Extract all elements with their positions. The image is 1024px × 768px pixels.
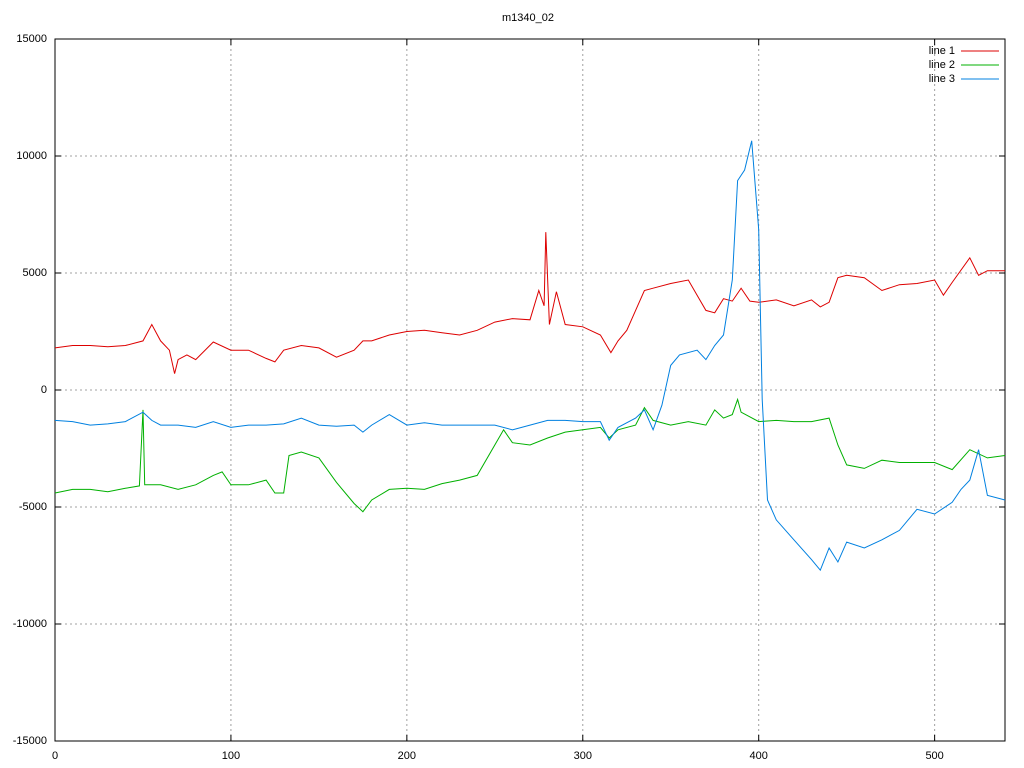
y-tick-label: 5000 [23,267,47,279]
x-tick-label: 0 [52,750,58,762]
y-tick-label: -5000 [19,501,47,513]
plot-border [54,38,1006,742]
y-tick-label: -15000 [13,735,47,747]
x-tick-label: 500 [925,750,943,762]
y-tick-label: 15000 [16,33,47,45]
x-tick-label: 300 [574,750,592,762]
x-tick-label: 100 [222,750,240,762]
legend-label: line 1 [929,45,955,57]
data-line [54,140,1006,572]
y-tick-label: -10000 [13,618,47,630]
x-tick-label: 200 [398,750,416,762]
chart-title: m1340_02 [502,12,554,24]
legend-label: line 2 [929,59,955,71]
data-line [54,232,1005,374]
y-tick-label: 0 [41,384,47,396]
data-line [54,397,1006,513]
legend-label: line 3 [929,73,955,85]
x-tick-label: 400 [750,750,768,762]
y-tick-label: 10000 [16,150,47,162]
